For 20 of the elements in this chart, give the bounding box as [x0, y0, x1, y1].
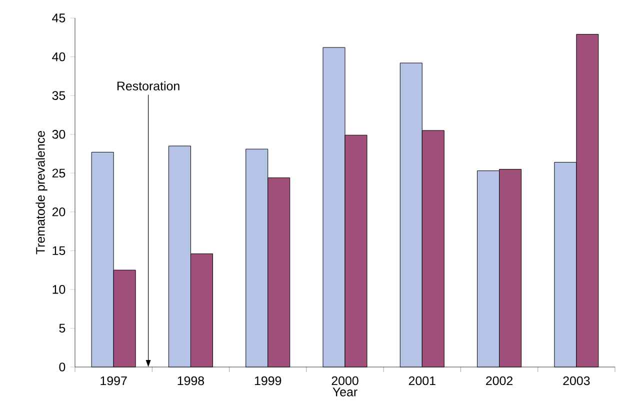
y-tick-label: 25 [52, 168, 66, 178]
y-tick-label: 10 [52, 285, 66, 294]
x-tick-label: 1999 [254, 376, 282, 386]
y-tick-label: 40 [52, 52, 66, 62]
y-tick-label: 20 [52, 207, 66, 216]
x-tick-label: 2001 [408, 376, 436, 386]
x-tick-label: 1998 [178, 376, 204, 386]
y-axis-title: Trematode prevalence [36, 131, 48, 254]
y-tick-label: 35 [52, 91, 66, 100]
y-tick-label: 15 [52, 246, 66, 256]
y-tick-label: 45 [52, 14, 66, 22]
y-tick-label: 5 [59, 324, 66, 333]
x-tick-label: 2003 [563, 376, 590, 386]
y-tick-label: 0 [59, 362, 66, 372]
x-tick-label: 2000 [332, 376, 358, 386]
annotation: Restoration [117, 81, 180, 90]
x-tick-label: 1997 [100, 376, 127, 386]
x-tick-label: 2002 [486, 376, 513, 386]
y-tick-label: 30 [52, 130, 66, 139]
x-axis-title: Year [332, 388, 358, 396]
